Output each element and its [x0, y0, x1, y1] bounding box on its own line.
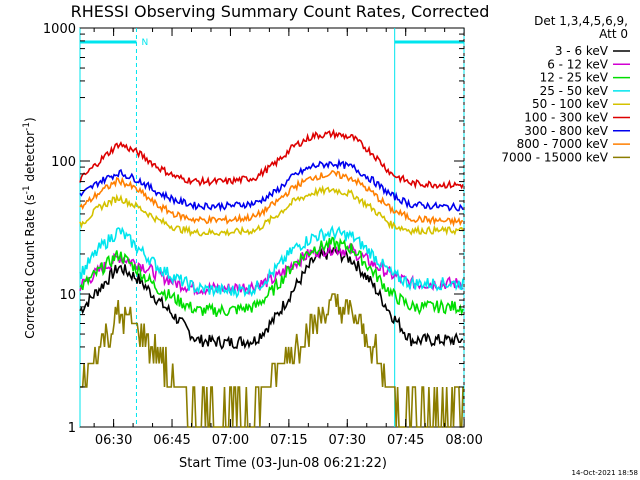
x-tick-label: 08:00: [445, 433, 482, 448]
y-label-sup2: -1: [22, 122, 32, 131]
series-line: [79, 246, 464, 350]
x-axis: 06:30 06:45 07:00 07:15 07:30 07:45 08:00: [93, 28, 483, 448]
timestamp: 14-Oct-2021 18:58: [572, 469, 638, 477]
chart-title: RHESSI Observing Summary Count Rates, Co…: [71, 2, 490, 21]
x-axis-label: Start Time (03-Jun-08 06:21:22): [179, 456, 387, 471]
y-axis-label: Corrected Count Rate (s-1 detector-1): [22, 117, 37, 338]
legend-label: 50 - 100 keV: [532, 97, 609, 111]
series-line: [79, 236, 464, 317]
y-label-end: ): [23, 117, 37, 122]
x-tick-label: 06:30: [95, 433, 132, 448]
legend-label: 6 - 12 keV: [547, 57, 609, 71]
y-label-main: Corrected Count Rate (s: [23, 194, 37, 338]
legend-label: 100 - 300 keV: [524, 111, 608, 125]
legend-header-2: Att 0: [599, 27, 628, 41]
x-tick-label: 07:45: [387, 433, 424, 448]
series-line: [80, 293, 464, 428]
y-tick-label: 1: [68, 421, 76, 436]
y-label-mid: detector: [23, 131, 37, 186]
legend-label: 25 - 50 keV: [540, 84, 609, 98]
y-axis: 1 10 100 1000: [43, 22, 464, 436]
series-line: [79, 169, 464, 228]
series-line: [79, 158, 464, 213]
y-tick-label: 10: [59, 288, 76, 303]
x-tick-label: 07:30: [329, 433, 366, 448]
x-tick-label: 07:00: [212, 433, 249, 448]
y-tick-label: 1000: [43, 22, 76, 37]
flag-label: N: [141, 38, 148, 48]
x-tick-label: 06:45: [153, 433, 190, 448]
x-tick-label: 07:15: [270, 433, 307, 448]
legend-label: 7000 - 15000 keV: [501, 150, 608, 164]
legend-label: 300 - 800 keV: [524, 124, 608, 138]
night-intervals: N: [79, 28, 465, 427]
legend-header-1: Det 1,3,4,5,6,9,: [534, 14, 628, 28]
series-line: [79, 184, 464, 238]
y-tick-label: 100: [51, 155, 76, 170]
series-lines: [79, 128, 464, 428]
legend-label: 800 - 7000 keV: [517, 137, 609, 151]
y-label-sup1: -1: [22, 185, 32, 194]
legend-label: 3 - 6 keV: [555, 44, 609, 58]
series-line: [79, 128, 464, 190]
legend-label: 12 - 25 keV: [540, 71, 609, 85]
series-line: [79, 224, 464, 299]
